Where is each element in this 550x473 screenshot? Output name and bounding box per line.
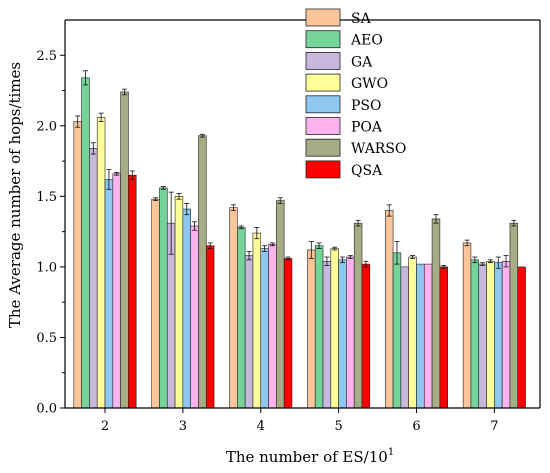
legend-label-ga: GA xyxy=(351,54,373,70)
legend-swatch-gwo xyxy=(305,73,341,92)
bar-gwo-4 xyxy=(252,232,262,409)
bar-qsa-6 xyxy=(439,266,448,409)
bar-aeo-2 xyxy=(81,77,90,409)
bar-warso-4 xyxy=(276,200,285,409)
x-tick-label: 3 xyxy=(179,419,187,434)
y-tick-label: 2.0 xyxy=(36,119,57,134)
bar-warso-3 xyxy=(198,135,207,409)
y-tick-label: 2.5 xyxy=(36,49,57,64)
legend-swatch-sa xyxy=(305,8,341,27)
bar-ga-7 xyxy=(478,263,487,409)
legend-swatch-ga xyxy=(305,52,341,70)
bar-aeo-6 xyxy=(392,252,402,409)
bar-qsa-3 xyxy=(205,245,215,409)
y-axis-title: The Average number of hops/times xyxy=(6,62,24,328)
bar-warso-7 xyxy=(509,222,519,409)
bar-pso-6 xyxy=(416,263,425,409)
y-tick-label: 0.5 xyxy=(36,331,57,346)
bar-sa-6 xyxy=(384,210,394,409)
bar-poa-7 xyxy=(501,260,511,409)
bar-poa-2 xyxy=(112,173,121,409)
legend-label-pso: PSO xyxy=(351,98,382,114)
bar-poa-6 xyxy=(423,263,433,409)
x-tick-label: 7 xyxy=(490,419,498,434)
legend-swatch-qsa xyxy=(305,160,341,179)
legend-label-warso: WARSO xyxy=(351,141,406,157)
bar-gwo-3 xyxy=(174,196,184,409)
bar-sa-5 xyxy=(307,249,316,409)
legend-item-warso: WARSO xyxy=(305,138,406,157)
bar-pso-7 xyxy=(494,262,503,409)
legend-item-qsa: QSA xyxy=(305,160,383,179)
bar-ga-4 xyxy=(244,255,254,409)
bar-pso-2 xyxy=(104,179,114,409)
bar-aeo-7 xyxy=(470,259,480,409)
legend-item-aeo: AEO xyxy=(305,30,383,49)
bar-aeo-3 xyxy=(159,187,168,409)
bar-sa-4 xyxy=(229,207,238,409)
legend-swatch-pso xyxy=(305,95,341,114)
bar-warso-6 xyxy=(431,218,441,409)
x-tick-label: 6 xyxy=(412,419,420,434)
x-axis-title-main: The number of ES/10 xyxy=(226,448,388,466)
y-tick-label: 0.0 xyxy=(36,402,57,417)
bar-gwo-7 xyxy=(486,260,495,409)
bar-gwo-5 xyxy=(330,248,339,409)
bar-poa-4 xyxy=(268,244,277,409)
legend-item-gwo: GWO xyxy=(305,73,388,92)
x-axis-title-superscript: 1 xyxy=(388,447,394,458)
x-tick-label: 5 xyxy=(334,419,342,434)
bar-ga-6 xyxy=(400,266,409,409)
bar-aeo-5 xyxy=(314,245,324,409)
bar-ga-2 xyxy=(89,148,98,409)
legend-swatch-warso xyxy=(305,138,341,157)
legend-item-poa: POA xyxy=(305,117,383,136)
bar-aeo-4 xyxy=(237,227,246,409)
bar-qsa-4 xyxy=(283,258,293,409)
legend: SA AEO GA GWO PSO POA WARSO QSA xyxy=(305,8,406,179)
bar-qsa-2 xyxy=(128,174,137,409)
x-tick-label: 2 xyxy=(101,419,109,434)
legend-label-aeo: AEO xyxy=(350,33,383,49)
bar-poa-3 xyxy=(190,225,199,409)
bar-gwo-2 xyxy=(96,117,106,409)
bar-pso-5 xyxy=(338,259,347,409)
bars-layer xyxy=(73,70,526,409)
bar-warso-5 xyxy=(353,222,363,409)
legend-item-sa: SA xyxy=(305,8,372,27)
y-tick-label: 1.0 xyxy=(36,260,57,275)
legend-label-sa: SA xyxy=(351,11,372,27)
bar-poa-5 xyxy=(346,256,355,409)
bar-sa-3 xyxy=(151,198,160,409)
legend-item-ga: GA xyxy=(305,52,373,70)
y-tick-label: 1.5 xyxy=(36,190,57,205)
legend-item-pso: PSO xyxy=(305,95,382,114)
bar-pso-3 xyxy=(182,208,191,409)
bar-gwo-6 xyxy=(408,256,417,409)
legend-label-qsa: QSA xyxy=(351,163,383,179)
bar-ga-5 xyxy=(322,260,332,409)
legend-swatch-poa xyxy=(305,117,341,135)
x-axis-title: The number of ES/101 xyxy=(226,447,394,466)
bar-sa-2 xyxy=(73,121,82,409)
bar-qsa-7 xyxy=(517,266,526,409)
bar-sa-7 xyxy=(462,242,472,409)
legend-label-poa: POA xyxy=(351,120,383,136)
bar-qsa-5 xyxy=(361,263,371,409)
x-tick-label: 4 xyxy=(257,419,265,434)
bar-pso-4 xyxy=(260,248,269,409)
bar-warso-2 xyxy=(120,91,129,409)
axes-layer: 0.0 0.5 1.0 1.5 2.0 2.5 2 3 4 5 6 7 xyxy=(36,19,541,434)
legend-swatch-aeo xyxy=(305,30,341,49)
legend-label-gwo: GWO xyxy=(351,76,388,92)
